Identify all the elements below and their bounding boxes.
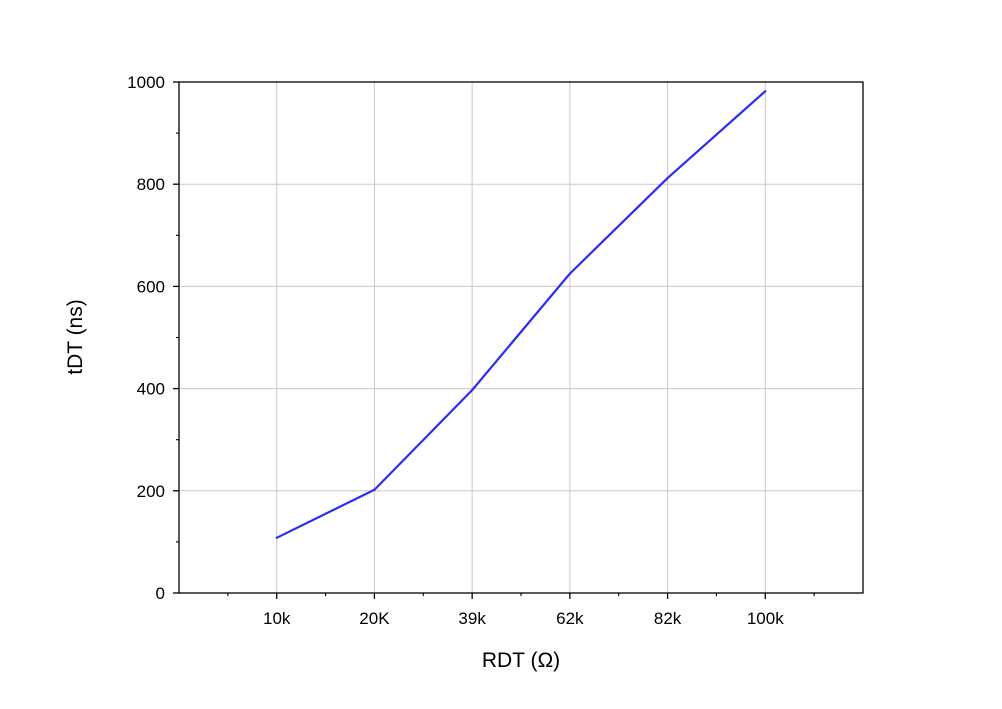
tick-labels: 10k 20K 39k 62k 82k 100k 0 200 400 600 800 1000 xyxy=(127,73,784,628)
data-point xyxy=(275,536,278,539)
y-tick-label: 400 xyxy=(137,380,165,399)
y-axis-title: tDT (ns) xyxy=(64,299,87,374)
y-tick-label: 0 xyxy=(156,584,165,603)
y-tick-label: 800 xyxy=(137,175,165,194)
grid-lines xyxy=(179,82,863,593)
x-tick-label: 62k xyxy=(556,609,584,628)
data-point xyxy=(471,389,474,392)
data-point xyxy=(764,90,767,93)
data-point xyxy=(666,176,669,180)
plot-frame xyxy=(178,81,864,594)
series-line xyxy=(276,90,767,539)
x-tick-label: 10k xyxy=(263,609,291,628)
y-tick-label: 600 xyxy=(137,277,165,296)
x-tick-label: 82k xyxy=(654,609,682,628)
x-tick-label: 20K xyxy=(359,609,390,628)
x-tick-label: 39k xyxy=(458,609,486,628)
y-tick-label: 1000 xyxy=(127,73,165,92)
x-axis-title: RDT (Ω) xyxy=(482,649,560,672)
x-tick-label: 100k xyxy=(747,609,784,628)
axis-ticks xyxy=(173,81,815,599)
data-point xyxy=(373,488,376,491)
data-series xyxy=(275,90,767,539)
y-tick-label: 200 xyxy=(137,482,165,501)
data-point xyxy=(568,272,571,275)
